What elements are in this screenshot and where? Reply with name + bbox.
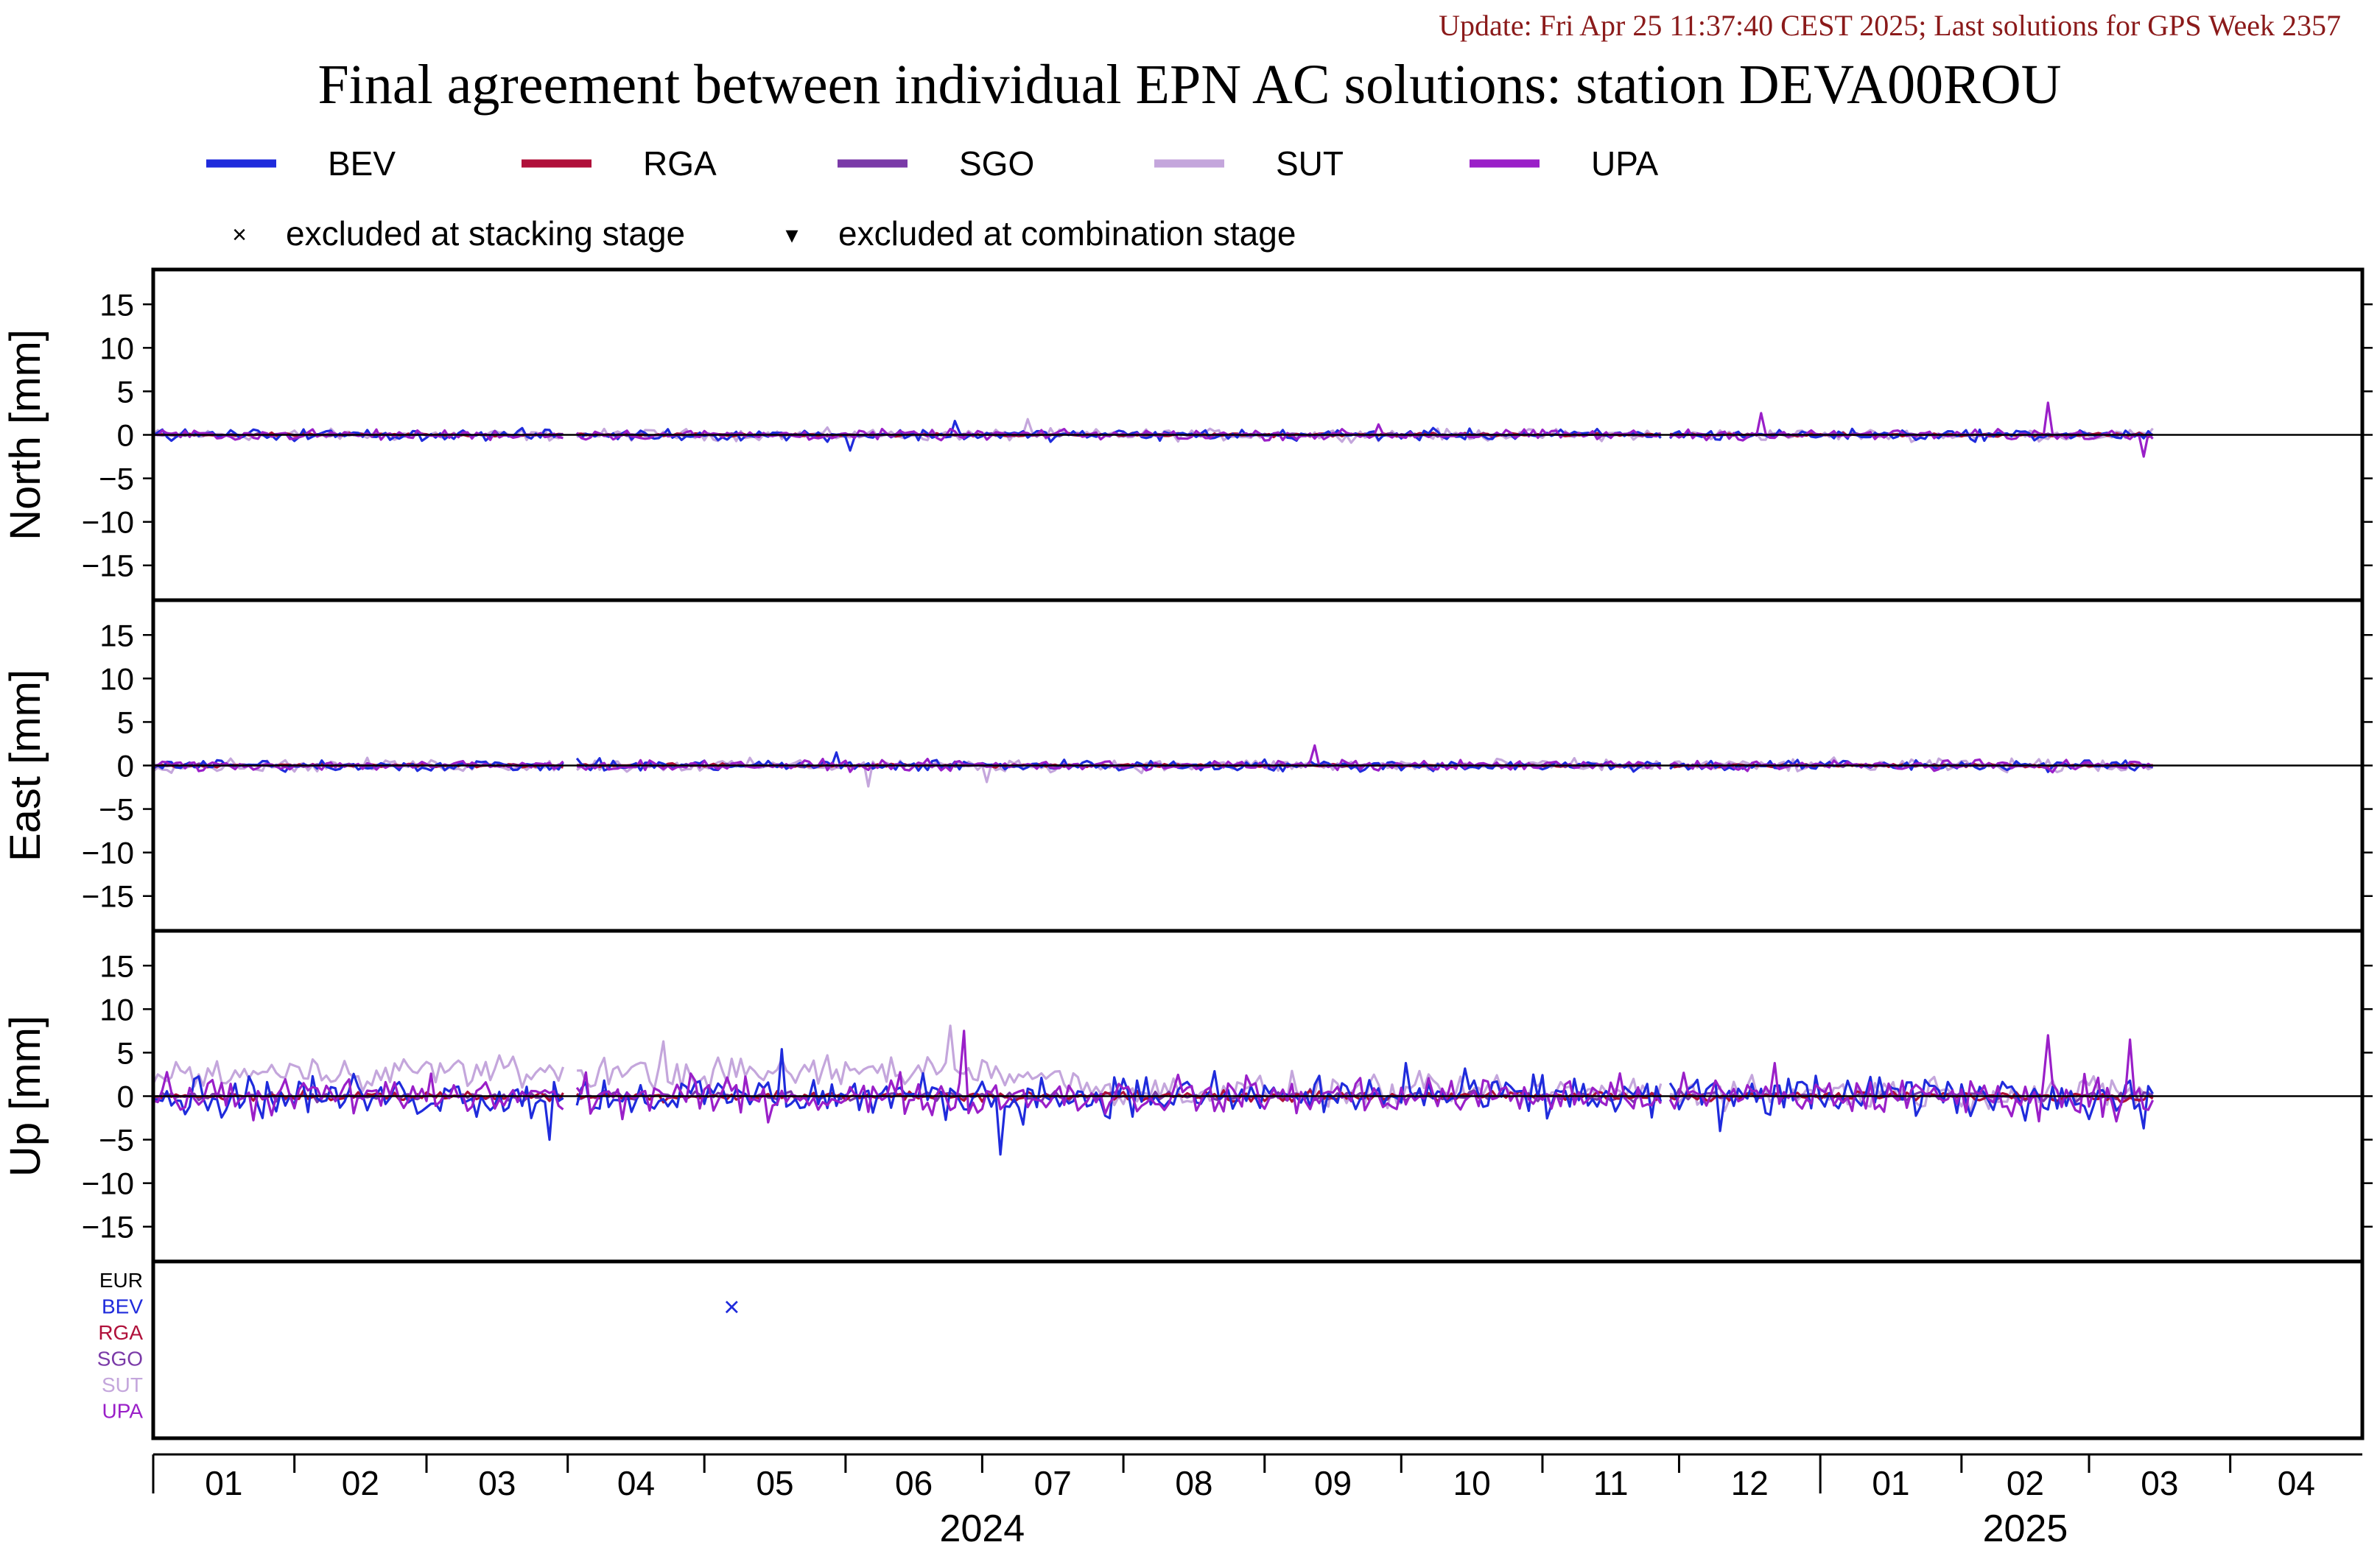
legend-label-upa: UPA [1591, 144, 1658, 183]
x-tick-label: 10 [1453, 1464, 1491, 1502]
x-tick-label: 01 [1872, 1464, 1909, 1502]
series-line-upa [1668, 1034, 2155, 1123]
x-tick-label: 02 [342, 1464, 379, 1502]
series-line-rga [153, 1088, 564, 1102]
series-line-upa [153, 428, 564, 442]
y-tick-label: 0 [117, 418, 134, 453]
x-axis: 01 02 03 04 05 06 07 08 09 10 11 12 01 02 03 04 2024 2025 [152, 1453, 2362, 1545]
legend-label-sut: SUT [1276, 144, 1344, 183]
y-tick-label: −10 [82, 1166, 134, 1201]
legend: BEV RGA SGO SUT UPA × excluded at stacking sta… [206, 144, 1658, 253]
x-tick-label: 09 [1314, 1464, 1352, 1502]
legend-label-bev: BEV [328, 144, 396, 183]
y-tick-label: 15 [99, 949, 134, 983]
exclusion-row-label: SGO [97, 1348, 143, 1370]
y-tick-label: −15 [82, 1210, 134, 1245]
x-tick-label: 01 [205, 1464, 242, 1502]
y-tick-label: 10 [99, 992, 134, 1027]
legend-label-sgo: SGO [959, 144, 1034, 183]
legend-marker-label: excluded at stacking stage [286, 214, 685, 253]
y-tick-label: −10 [82, 505, 134, 540]
exclusion-row-label: SUT [102, 1373, 143, 1396]
update-text: Update: Fri Apr 25 11:37:40 CEST 2025; L… [1439, 9, 2341, 42]
series-line-bev [575, 751, 1662, 773]
y-tick-label: −10 [82, 836, 134, 870]
panel-east: 15 10 5 0 −5 −10 −15 East [mm] [1, 598, 2373, 933]
x-year-label: 2025 [1983, 1507, 2068, 1545]
y-tick-label: −5 [99, 1123, 134, 1158]
x-tick-label: 02 [2007, 1464, 2044, 1502]
x-tick-label: 03 [478, 1464, 516, 1502]
series-line-sut [576, 418, 1661, 444]
y-tick-label: 5 [117, 705, 134, 739]
x-tick-label: 11 [1593, 1464, 1629, 1502]
chart-title: Final agreement between individual EPN A… [317, 54, 2061, 116]
panel-frame [151, 1259, 2365, 1440]
exclusion-row-label: RGA [98, 1321, 143, 1344]
legend-label-rga: RGA [643, 144, 717, 183]
series-line-bev [153, 759, 564, 773]
legend-marker-label: excluded at combination stage [838, 214, 1296, 253]
y-tick-label: −5 [99, 792, 134, 827]
x-tick-label: 06 [895, 1464, 933, 1502]
x-tick-label: 08 [1175, 1464, 1212, 1502]
exclusion-marker: × [723, 1292, 740, 1323]
y-axis-label: Up [mm] [1, 1016, 49, 1177]
y-tick-label: 5 [117, 1035, 134, 1070]
x-tick-label: 07 [1034, 1464, 1072, 1502]
y-tick-label: 5 [117, 374, 134, 409]
y-tick-label: −15 [82, 879, 134, 914]
y-tick-label: −5 [99, 462, 134, 496]
y-axis-label: East [mm] [1, 669, 49, 862]
exclusion-panel: EUR BEV RGA SGO SUT UPA × [97, 1259, 2365, 1440]
x-tick-label: 03 [2141, 1464, 2178, 1502]
panel-up: 15 10 5 0 −5 −10 −15 Up [mm] [1, 929, 2373, 1264]
series-line-upa [575, 1030, 1663, 1124]
y-tick-label: −15 [82, 549, 134, 583]
series-group [153, 401, 2154, 458]
y-tick-label: 15 [99, 618, 134, 652]
y-tick-label: 0 [117, 749, 134, 784]
y-tick-label: 10 [99, 331, 134, 365]
x-tick-label: 04 [617, 1464, 655, 1502]
x-year-label: 2024 [940, 1507, 1025, 1545]
exclusion-row-label: BEV [102, 1295, 143, 1318]
y-tick-label: 10 [99, 661, 134, 696]
legend-marker-symbol: × [232, 221, 247, 249]
x-tick-label: 12 [1731, 1464, 1769, 1502]
x-tick-label: 05 [756, 1464, 793, 1502]
panel-north: 15 10 5 0 −5 −10 −15 North [mm] [1, 267, 2373, 602]
legend-marker-symbol: ▾ [785, 221, 798, 249]
y-tick-label: 0 [117, 1080, 134, 1114]
exclusion-row-label: UPA [102, 1400, 144, 1423]
y-tick-label: 15 [99, 287, 134, 322]
y-axis-label: North [mm] [1, 329, 49, 541]
series-line-bev [153, 1072, 564, 1141]
exclusion-row-label: EUR [99, 1269, 143, 1292]
plot-area: 15 10 5 0 −5 −10 −15 North [mm] 15 10 5 0 −5 −10 −15 Ea… [1, 267, 2373, 1545]
x-tick-label: 04 [2278, 1464, 2315, 1502]
series-group [153, 1024, 2155, 1156]
